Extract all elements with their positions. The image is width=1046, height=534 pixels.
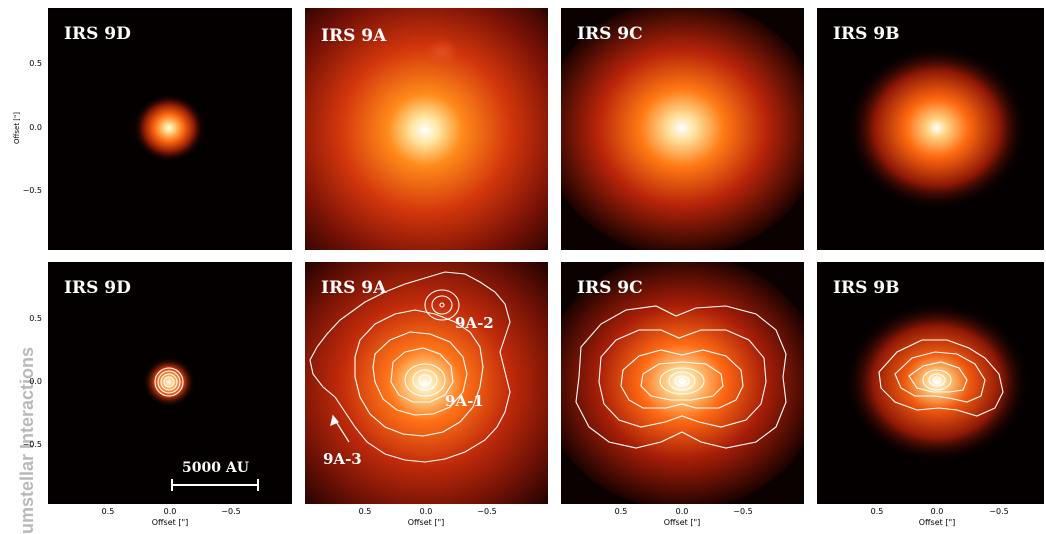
y-tick-bottom-0.0: 0.0 [14, 377, 42, 386]
x-tick-p4-neg0.5: −0.5 [984, 507, 1014, 516]
x-tick-p1-0.0: 0.0 [155, 507, 185, 516]
x-tick-p4-0.5: 0.5 [862, 507, 892, 516]
x-axis-label-p1: Offset ["] [140, 518, 200, 527]
annotation-9a-1: 9A-1 [445, 392, 484, 410]
image-panel-bottom-irs9d: IRS 9D 5000 AU [48, 262, 292, 504]
source-glow [48, 8, 292, 250]
x-tick-p1-neg0.5: −0.5 [216, 507, 246, 516]
panel-label: IRS 9D [64, 24, 131, 44]
x-axis-label-p2: Offset ["] [396, 518, 456, 527]
x-tick-p3-neg0.5: −0.5 [728, 507, 758, 516]
contour-map [561, 262, 804, 504]
x-tick-p2-neg0.5: −0.5 [472, 507, 502, 516]
x-tick-p1-0.5: 0.5 [93, 507, 123, 516]
image-panel-top-irs9a: IRS 9A [305, 8, 548, 250]
image-panel-top-irs9d: IRS 9D [48, 8, 292, 250]
x-tick-p3-0.5: 0.5 [606, 507, 636, 516]
contour-map [817, 262, 1044, 504]
panel-label: IRS 9A [321, 278, 386, 298]
x-axis-label-p3: Offset ["] [652, 518, 712, 527]
y-tick-top-0.5: 0.5 [14, 59, 42, 68]
y-tick-bottom-neg0.5: −0.5 [14, 440, 42, 449]
source-glow [817, 8, 1044, 250]
panel-label: IRS 9C [577, 24, 643, 44]
x-tick-p2-0.5: 0.5 [350, 507, 380, 516]
panel-label: IRS 9C [577, 278, 643, 298]
panel-label: IRS 9B [833, 24, 899, 44]
scale-bar-label: 5000 AU [182, 460, 249, 476]
x-tick-p3-0.0: 0.0 [667, 507, 697, 516]
y-tick-bottom-0.5: 0.5 [14, 314, 42, 323]
annotation-9a-2: 9A-2 [455, 314, 494, 332]
image-panel-bottom-irs9a: IRS 9A 9A-2 9A-1 9A-3 [305, 262, 548, 504]
image-panel-bottom-irs9b: IRS 9B [817, 262, 1044, 504]
x-axis-label-p4: Offset ["] [907, 518, 967, 527]
panel-label: IRS 9B [833, 278, 899, 298]
panel-label: IRS 9A [321, 26, 386, 46]
source-glow [561, 8, 804, 250]
image-panel-top-irs9c: IRS 9C [561, 8, 804, 250]
panel-label: IRS 9D [64, 278, 131, 298]
annotation-9a-3: 9A-3 [323, 450, 362, 468]
image-panel-top-irs9b: IRS 9B [817, 8, 1044, 250]
contour-map [48, 262, 292, 504]
image-panel-bottom-irs9c: IRS 9C [561, 262, 804, 504]
y-tick-top-neg0.5: −0.5 [14, 186, 42, 195]
x-tick-p4-0.0: 0.0 [922, 507, 952, 516]
x-tick-p2-0.0: 0.0 [411, 507, 441, 516]
y-axis-label-top: Offset ["] [13, 103, 21, 153]
